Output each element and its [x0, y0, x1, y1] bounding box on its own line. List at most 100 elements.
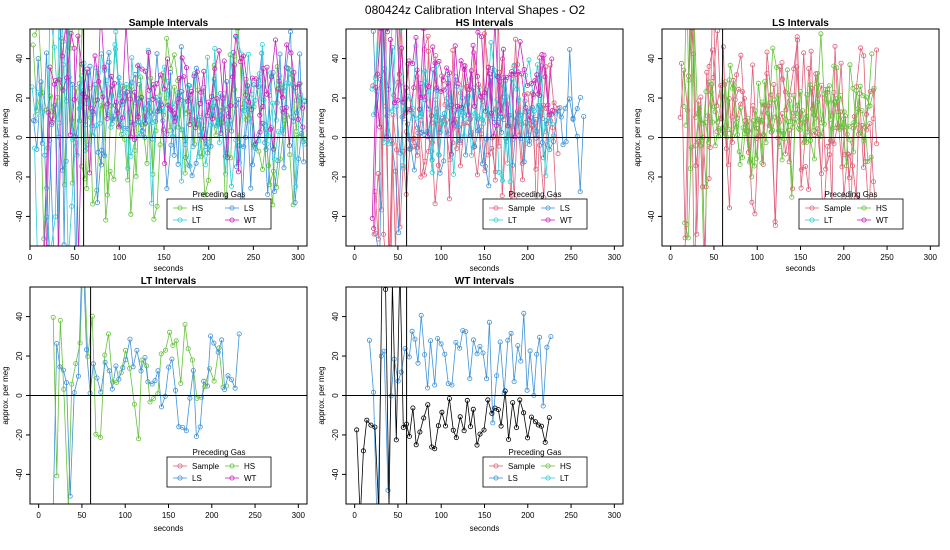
- data-point: [375, 532, 379, 536]
- data-point: [167, 329, 173, 335]
- data-point: [259, 166, 265, 172]
- data-point: [264, 91, 270, 97]
- y-tick-label: -20: [331, 171, 340, 183]
- y-tick-label: 0: [15, 135, 24, 140]
- data-point: [111, 80, 117, 86]
- data-point: [525, 91, 531, 97]
- data-point: [497, 339, 503, 345]
- data-point: [547, 62, 553, 68]
- data-point: [772, 97, 778, 103]
- data-point: [406, 433, 412, 439]
- data-point: [775, 93, 781, 99]
- data-point: [375, 71, 381, 77]
- data-point: [738, 52, 744, 58]
- data-point: [827, 116, 833, 122]
- data-point: [444, 65, 450, 71]
- data-point: [486, 183, 492, 189]
- data-point: [67, 493, 73, 499]
- data-point: [477, 431, 483, 437]
- data-point: [551, 100, 557, 106]
- data-point: [451, 171, 457, 177]
- data-point: [252, 141, 258, 147]
- data-point: [485, 152, 491, 158]
- data-point: [201, 68, 207, 74]
- data-point: [706, 79, 712, 85]
- data-point: [490, 420, 496, 426]
- y-tick-label: 20: [647, 93, 656, 102]
- data-point: [175, 161, 181, 167]
- data-point: [102, 359, 108, 365]
- x-tick-label: 200: [521, 253, 535, 262]
- data-point: [378, 353, 384, 359]
- data-point: [149, 120, 155, 126]
- data-point: [193, 433, 199, 439]
- legend-label: HS: [876, 204, 887, 213]
- data-point: [485, 65, 491, 71]
- data-point: [794, 103, 800, 109]
- data-point: [421, 131, 427, 137]
- data-point: [74, 152, 80, 158]
- data-point: [498, 423, 504, 429]
- data-point: [173, 338, 179, 344]
- data-point: [193, 65, 199, 71]
- data-point: [99, 147, 105, 153]
- data-point: [432, 60, 438, 66]
- data-point: [719, 93, 725, 99]
- data-point: [252, 144, 258, 150]
- data-point: [42, 272, 46, 276]
- series-wt-series: [354, 287, 552, 504]
- data-point: [116, 80, 122, 86]
- data-point: [511, 379, 517, 385]
- legend-entry-hs: HS: [857, 204, 887, 213]
- data-point: [509, 69, 515, 75]
- data-point: [32, 113, 38, 119]
- data-point: [150, 82, 156, 88]
- data-point: [447, 157, 453, 163]
- data-point: [414, 144, 420, 150]
- data-point: [295, 116, 301, 122]
- data-point: [30, 84, 35, 90]
- data-point: [461, 428, 467, 434]
- data-point: [453, 339, 459, 345]
- x-axis-label: seconds: [154, 264, 184, 273]
- data-point: [291, 70, 297, 76]
- data-point: [868, 154, 874, 160]
- data-point: [745, 115, 751, 121]
- data-point: [864, 127, 870, 133]
- legend-marker: [177, 205, 183, 211]
- legend-marker: [229, 463, 235, 469]
- series-line: [373, 29, 554, 182]
- data-point: [874, 141, 880, 147]
- legend-entry-wt: WT: [225, 474, 257, 483]
- data-point: [698, 94, 704, 100]
- data-point: [834, 65, 840, 71]
- data-point: [470, 406, 476, 412]
- data-point: [692, 142, 698, 148]
- x-axis-label: seconds: [470, 264, 500, 273]
- data-point: [74, 272, 78, 276]
- series-wt: [369, 29, 555, 231]
- data-point: [205, 177, 211, 183]
- data-point: [396, 230, 402, 236]
- data-point: [523, 141, 529, 147]
- data-point: [229, 128, 235, 134]
- legend-label: LT: [508, 216, 517, 225]
- data-point: [574, 133, 580, 139]
- series-line: [681, 29, 877, 238]
- data-point: [692, 283, 696, 287]
- legend-marker: [809, 217, 815, 223]
- data-point: [465, 93, 471, 99]
- data-point: [193, 125, 199, 131]
- data-point: [280, 109, 286, 115]
- data-point: [750, 62, 756, 68]
- data-point: [108, 124, 114, 130]
- data-point: [440, 118, 446, 124]
- data-point: [57, 249, 61, 253]
- legend-label: LT: [192, 216, 201, 225]
- data-point: [499, 177, 505, 183]
- data-point: [52, 5, 56, 9]
- x-tick-label: 0: [352, 511, 357, 520]
- data-point: [171, 52, 177, 58]
- series-line: [356, 287, 550, 504]
- series-line: [32, 29, 304, 239]
